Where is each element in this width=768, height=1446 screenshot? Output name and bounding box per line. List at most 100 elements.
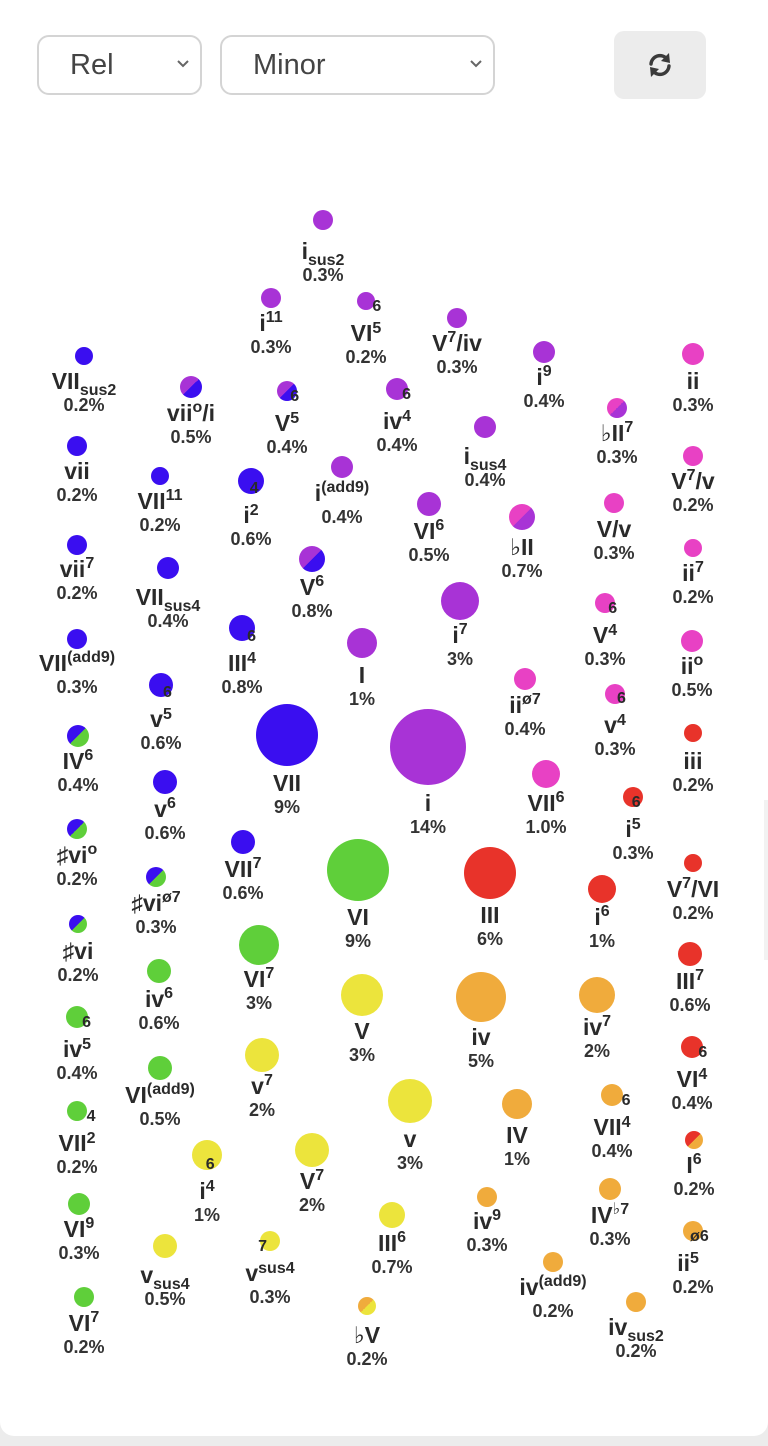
chord-bubble[interactable] [157,557,179,579]
chord-bubble[interactable] [681,1036,703,1058]
chord-bubble[interactable] [327,839,389,901]
chord-bubble[interactable] [313,210,333,230]
chord-bubble[interactable] [509,504,535,530]
chord-bubble[interactable] [474,416,496,438]
chord-bubble[interactable] [74,1287,94,1307]
chord-bubble[interactable] [67,436,87,456]
chord-label: i9 0.4% [474,364,614,411]
chord-subscript: 4 [608,622,618,639]
chord-bubble[interactable] [68,1193,90,1215]
chord-bubble[interactable] [681,630,703,652]
chord-bubble[interactable] [604,493,624,513]
chord-bubble[interactable] [149,673,173,697]
chord-bubble[interactable] [261,288,281,308]
chord-label: ii ø6 5 0.2% [623,1229,763,1297]
refresh-button[interactable] [614,31,706,99]
chord-bubble[interactable] [441,582,479,620]
chord-bubble[interactable] [390,709,466,785]
chord-numeral: i [594,904,601,930]
chord-superscript: o [192,399,203,416]
chord-bubble[interactable] [358,1297,376,1315]
chord-bubble[interactable] [67,1101,87,1121]
chord-bubble[interactable] [192,1140,222,1170]
chord-bubble[interactable] [180,376,202,398]
chord-bubble[interactable] [684,724,702,742]
chord-bubble[interactable] [146,867,166,887]
chord-bubble[interactable] [299,546,325,572]
chord-bubble[interactable] [607,398,627,418]
chord-bubble[interactable] [532,760,560,788]
scale-select[interactable]: Minor [220,35,495,95]
chord-bubble[interactable] [347,628,377,658]
chord-superscript: 11 [265,309,283,326]
chord-numeral: V [354,1018,370,1044]
chord-bubble[interactable] [388,1079,432,1123]
chord-bubble[interactable] [543,1252,563,1272]
chord-bubble[interactable] [579,977,615,1013]
chord-superscript: 6 [631,794,641,811]
chord-superscript: o [87,841,98,858]
chord-bubble[interactable] [683,446,703,466]
chord-symbol: V7 [242,1168,382,1193]
chord-bubble[interactable] [678,942,702,966]
chord-bubble[interactable] [464,847,516,899]
chord-bubble[interactable] [533,341,555,363]
chord-bubble[interactable] [67,535,87,555]
chord-bubble[interactable] [595,593,615,613]
chord-symbol: i 4 2 [181,481,321,527]
chord-bubble[interactable] [67,629,87,649]
chord-bubble[interactable] [75,347,93,365]
chord-percentage: 0.4% [266,437,308,457]
chord-bubble[interactable] [153,770,177,794]
chord-bubble[interactable] [685,1131,703,1149]
mode-select[interactable]: Rel [37,35,202,95]
chord-bubble[interactable] [514,668,536,690]
chord-bubble[interactable] [151,467,169,485]
chord-bubble[interactable] [153,1234,177,1258]
chord-symbol: V7/v [623,468,763,493]
chord-bubble[interactable] [147,959,171,983]
chord-bubble[interactable] [260,1231,280,1251]
chord-bubble[interactable] [626,1292,646,1312]
chord-bubble[interactable] [477,1187,497,1207]
chord-superscript: 6 [205,1156,215,1173]
chord-bubble[interactable] [386,378,408,400]
chord-symbol: isus2 [253,240,393,269]
chord-bubble[interactable] [67,725,89,747]
chord-bubble[interactable] [605,684,625,704]
chord-bubble[interactable] [67,819,87,839]
chord-bubble[interactable] [331,456,353,478]
chord-percentage: 0.4% [504,719,546,739]
chord-bubble[interactable] [601,1084,623,1106]
chord-symbol: ii [623,370,763,393]
chord-bubble[interactable] [277,381,297,401]
chord-bubble[interactable] [238,468,264,494]
chord-symbol: vii7 [7,556,147,581]
chord-bubble[interactable] [456,972,506,1022]
chord-bubble[interactable] [66,1006,88,1028]
chord-bubble[interactable] [231,830,255,854]
chord-bubble[interactable] [148,1056,172,1080]
chord-bubble[interactable] [341,974,383,1016]
chord-bubble[interactable] [502,1089,532,1119]
chord-bubble[interactable] [379,1202,405,1228]
chord-bubble[interactable] [682,343,704,365]
chord-bubble[interactable] [447,308,467,328]
chord-bubble[interactable] [295,1133,329,1167]
chord-bubble[interactable] [684,539,702,557]
chord-numeral: V [592,622,609,648]
chord-bubble[interactable] [245,1038,279,1072]
chord-bubble[interactable] [69,915,87,933]
chord-bubble[interactable] [588,875,616,903]
chord-bubble[interactable] [256,704,318,766]
chord-bubble[interactable] [683,1221,703,1241]
chord-bubble[interactable] [599,1178,621,1200]
chord-bubble[interactable] [229,615,255,641]
chord-bubble[interactable] [623,787,643,807]
chord-bubble[interactable] [239,925,279,965]
chord-bubble[interactable] [684,854,702,872]
chord-bubble[interactable] [357,292,375,310]
chord-symbol: VII7 [173,856,313,881]
chord-bubble[interactable] [417,492,441,516]
chord-label: I6 0.2% [624,1152,764,1199]
